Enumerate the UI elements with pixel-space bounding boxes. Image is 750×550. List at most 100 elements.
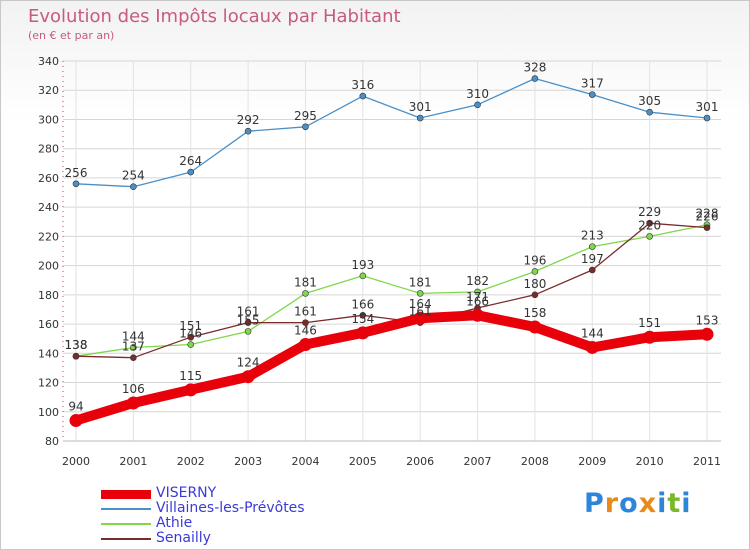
data-point-viserny <box>528 320 542 334</box>
data-label-villaines-les-prevotes: 295 <box>294 109 317 123</box>
y-tick-label: 260 <box>38 172 59 185</box>
legend-label: Villaines-les-Prévôtes <box>156 500 305 516</box>
data-point-athie <box>187 341 195 348</box>
data-point-viserny <box>356 326 370 340</box>
data-label-athie: 138 <box>65 338 88 352</box>
data-label-athie: 196 <box>523 253 546 267</box>
data-point-senailly <box>359 312 367 319</box>
logo-letter: x <box>638 488 658 519</box>
data-point-athie <box>531 268 539 275</box>
logo-letter: P <box>584 488 605 519</box>
data-point-villaines-les-prevotes <box>72 180 80 188</box>
legend-label: Senailly <box>156 530 211 546</box>
data-label-villaines-les-prevotes: 317 <box>581 77 604 91</box>
x-tick-label: 2006 <box>406 455 434 468</box>
data-point-villaines-les-prevotes <box>359 92 367 100</box>
data-point-senailly <box>646 219 653 227</box>
y-tick-label: 220 <box>38 230 59 243</box>
data-label-senailly: 161 <box>409 305 432 319</box>
data-label-villaines-les-prevotes: 301 <box>409 100 432 114</box>
logo-letter: i <box>657 488 668 519</box>
x-tick-label: 2004 <box>291 455 319 468</box>
x-tick-label: 2008 <box>521 455 549 468</box>
data-label-senailly: 226 <box>696 210 719 224</box>
data-point-athie <box>302 290 309 297</box>
data-point-viserny <box>585 340 599 354</box>
data-label-villaines-les-prevotes: 254 <box>122 169 145 183</box>
data-point-villaines-les-prevotes <box>646 108 653 116</box>
data-label-athie: 228 <box>696 207 719 221</box>
y-tick-label: 280 <box>38 143 59 156</box>
data-label-viserny: 144 <box>581 326 604 340</box>
data-label-viserny: 106 <box>122 382 145 396</box>
data-label-villaines-les-prevotes: 305 <box>638 94 661 108</box>
data-point-viserny <box>471 308 485 322</box>
data-label-athie: 181 <box>294 275 317 289</box>
legend-label: VISERNY <box>156 485 217 501</box>
legend-swatch <box>101 538 151 540</box>
logo-letter: t <box>667 488 682 519</box>
y-tick-label: 140 <box>38 347 59 360</box>
data-label-athie: 213 <box>581 229 604 243</box>
x-tick-label: 2005 <box>349 455 377 468</box>
data-label-senailly: 180 <box>523 277 546 291</box>
data-point-viserny <box>643 330 657 344</box>
data-point-senailly <box>703 224 711 231</box>
data-label-athie: 220 <box>638 218 661 232</box>
data-point-senailly <box>187 333 195 341</box>
data-label-viserny: 151 <box>638 316 661 330</box>
data-point-senailly <box>531 291 539 299</box>
data-point-athie <box>130 344 137 351</box>
chart-subtitle: (en € et par an) <box>28 29 115 42</box>
data-label-villaines-les-prevotes: 292 <box>237 113 260 127</box>
data-point-viserny <box>241 370 255 384</box>
data-point-viserny <box>126 396 140 410</box>
data-point-athie <box>646 233 653 240</box>
data-point-villaines-les-prevotes <box>703 114 711 122</box>
y-tick-label: 320 <box>38 84 59 97</box>
data-label-senailly: 171 <box>466 290 489 304</box>
data-label-senailly: 138 <box>65 338 88 352</box>
data-label-senailly: 197 <box>581 252 604 266</box>
data-point-villaines-les-prevotes <box>416 114 424 122</box>
data-label-senailly: 161 <box>237 305 260 319</box>
series-line-athie <box>75 224 708 357</box>
data-point-senailly <box>302 319 309 326</box>
series-line-villaines-les-prevotes <box>75 77 708 188</box>
data-label-viserny: 166 <box>466 294 489 308</box>
data-point-athie <box>588 243 596 250</box>
data-point-senailly <box>130 354 137 361</box>
data-label-senailly: 137 <box>122 340 145 354</box>
data-label-senailly: 166 <box>351 297 374 311</box>
logo-letter: r <box>604 488 620 519</box>
data-label-villaines-les-prevotes: 328 <box>523 61 546 75</box>
data-point-senailly <box>72 352 80 360</box>
data-point-villaines-les-prevotes <box>244 127 252 135</box>
logo-letter: o <box>619 488 639 519</box>
x-tick-label: 2007 <box>464 455 492 468</box>
data-point-viserny <box>413 311 427 325</box>
data-label-viserny: 146 <box>294 324 317 338</box>
legend-swatch <box>101 523 151 525</box>
data-label-senailly: 229 <box>638 205 661 219</box>
data-point-athie <box>416 290 424 297</box>
proxiti-logo: Proxiti <box>584 488 692 519</box>
y-tick-label: 120 <box>38 377 59 390</box>
data-point-villaines-les-prevotes <box>130 183 137 190</box>
data-label-viserny: 115 <box>179 369 202 383</box>
data-label-athie: 155 <box>237 313 260 327</box>
data-label-viserny: 153 <box>696 313 719 327</box>
data-label-senailly: 151 <box>179 319 202 333</box>
data-point-villaines-les-prevotes <box>588 91 596 98</box>
data-point-senailly <box>244 319 252 326</box>
logo-letter: i <box>681 488 692 519</box>
data-point-viserny <box>184 383 198 397</box>
data-label-viserny: 158 <box>523 306 546 320</box>
data-point-athie <box>474 288 481 296</box>
data-label-athie: 193 <box>351 258 374 272</box>
data-label-athie: 144 <box>122 329 145 343</box>
data-label-viserny: 94 <box>68 400 83 414</box>
data-point-villaines-les-prevotes <box>302 123 309 131</box>
data-label-villaines-les-prevotes: 256 <box>65 166 88 180</box>
